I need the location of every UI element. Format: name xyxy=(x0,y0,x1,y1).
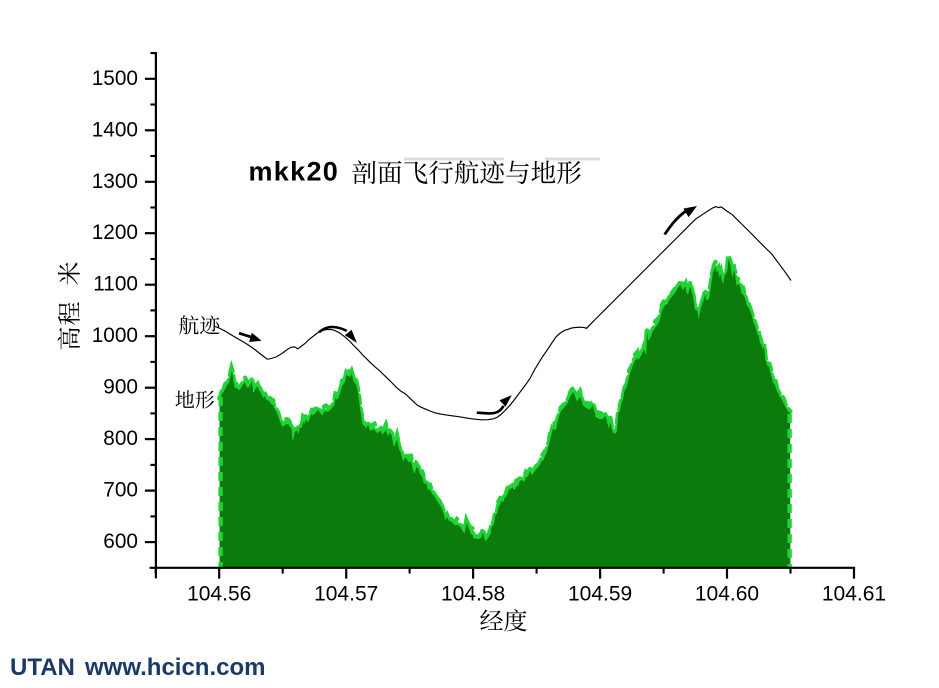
svg-text:1400: 1400 xyxy=(92,118,138,141)
svg-text:1000: 1000 xyxy=(92,324,138,347)
svg-text:1300: 1300 xyxy=(92,170,138,193)
svg-text:www.hcicn.com: www.hcicn.com xyxy=(84,654,265,681)
svg-text:104.61: 104.61 xyxy=(822,583,886,606)
svg-text:800: 800 xyxy=(103,427,138,450)
svg-text:900: 900 xyxy=(103,376,138,399)
svg-text:104.56: 104.56 xyxy=(187,583,251,606)
svg-text:mkk20: mkk20 xyxy=(249,157,340,187)
svg-text:1500: 1500 xyxy=(92,67,138,90)
svg-text:UTAN: UTAN xyxy=(10,654,75,681)
svg-text:104.58: 104.58 xyxy=(441,583,505,606)
svg-text:104.59: 104.59 xyxy=(568,583,632,606)
svg-text:600: 600 xyxy=(103,530,138,553)
svg-text:104.57: 104.57 xyxy=(314,583,378,606)
svg-text:1200: 1200 xyxy=(92,221,138,244)
svg-text:700: 700 xyxy=(103,479,138,502)
svg-text:104.60: 104.60 xyxy=(695,583,759,606)
svg-text:1100: 1100 xyxy=(93,273,138,296)
